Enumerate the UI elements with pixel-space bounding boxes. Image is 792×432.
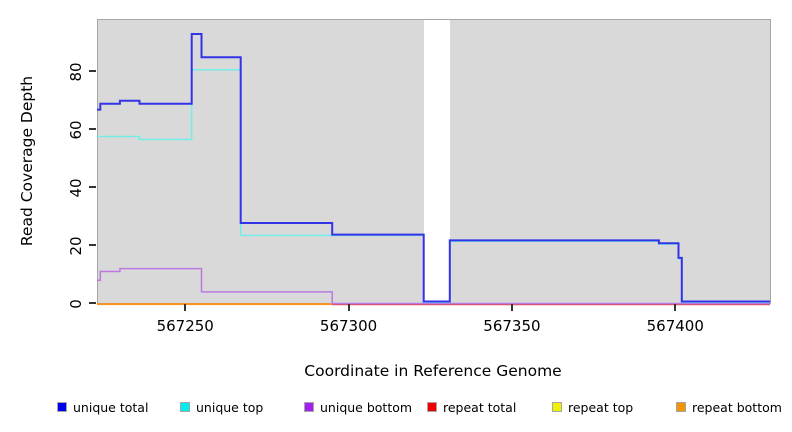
series-lines-layer (97, 33, 770, 306)
legend-label-unique-bottom: unique bottom (320, 400, 413, 415)
x-tick-mark (510, 304, 513, 311)
y-tick-mark (89, 127, 96, 130)
legend-label-repeat-total: repeat total (443, 400, 517, 415)
legend-label-unique-total: unique total (73, 400, 149, 415)
series-unique-top-line (97, 68, 770, 304)
y-tick-mark (89, 185, 96, 188)
legend-swatch-unique-total (57, 402, 67, 412)
legend-swatch-repeat-top (552, 402, 562, 412)
legend-label-repeat-bottom: repeat bottom (692, 400, 782, 415)
x-axis-title-text: Coordinate in Reference Genome (304, 362, 562, 380)
legend-swatch-repeat-total (427, 402, 437, 412)
x-tick-mark (674, 304, 677, 311)
y-axis-title-text: Read Coverage Depth (18, 75, 36, 247)
x-tick-mark (184, 304, 187, 311)
legend-label-repeat-top: repeat top (568, 400, 634, 415)
y-tick-mark (89, 244, 96, 247)
series-unique-bottom-line (97, 267, 770, 305)
legend-swatch-unique-bottom (304, 402, 314, 412)
y-tick-mark (89, 69, 96, 72)
legend-swatch-repeat-bottom (676, 402, 686, 412)
legend-swatch-unique-top (180, 402, 190, 412)
legend: unique total unique top unique bottom repea… (0, 398, 792, 418)
y-tick-mark (89, 302, 96, 305)
no-data-gap (423, 20, 450, 302)
series-unique-total-line (97, 33, 770, 303)
x-tick-mark (347, 304, 350, 311)
legend-label-unique-top: unique top (196, 400, 264, 415)
